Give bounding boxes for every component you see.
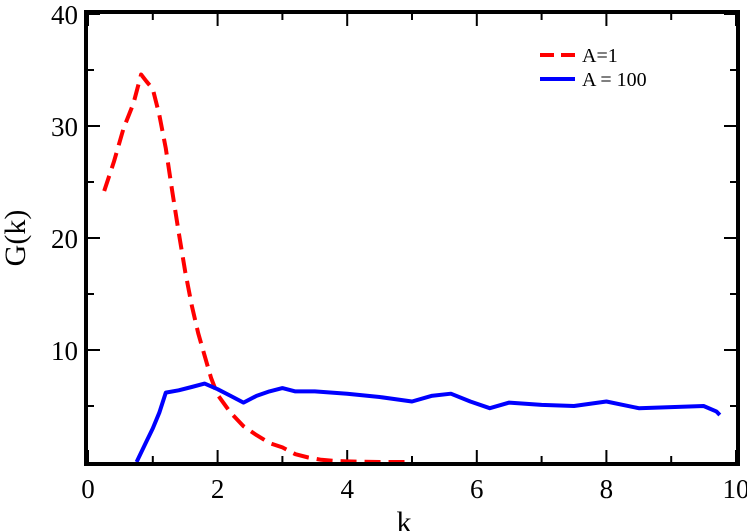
x-tick-label: 4 (340, 474, 354, 504)
x-tick-label: 0 (81, 474, 95, 504)
legend-label-a100: A = 100 (582, 69, 647, 91)
y-tick-label: 40 (51, 0, 78, 30)
series-line-a100 (134, 381, 722, 462)
x-tick-label: 10 (723, 474, 747, 504)
plot-area (84, 10, 740, 466)
legend-label-a1: A=1 (582, 45, 618, 67)
x-tick-label: 8 (600, 474, 614, 504)
y-tick-labels: 10 20 30 40 (51, 0, 78, 366)
y-axis-title: G(k) (0, 210, 32, 267)
y-tick-label: 20 (51, 224, 78, 254)
x-tick-labels: 0 2 4 6 8 10 (81, 474, 747, 504)
x-axis-title: k (397, 506, 412, 531)
y-tick-label: 10 (51, 336, 78, 366)
y-tick-label: 30 (51, 112, 78, 142)
series-line-a1 (102, 72, 412, 462)
x-tick-label: 6 (470, 474, 484, 504)
legend: A=1 A = 100 (540, 45, 647, 91)
series-lines (102, 72, 722, 462)
x-ticks (87, 14, 737, 462)
x-tick-label: 2 (211, 474, 225, 504)
y-ticks (88, 13, 736, 407)
